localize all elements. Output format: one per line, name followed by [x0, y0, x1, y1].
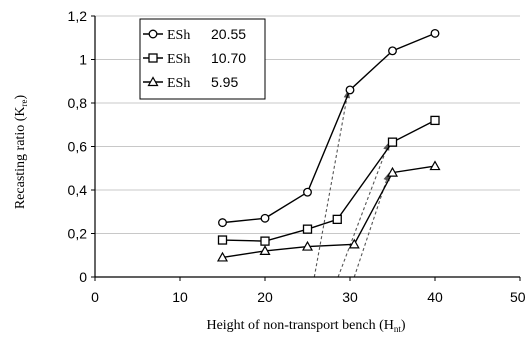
- marker-square: [430, 115, 440, 126]
- marker-triangle: [216, 251, 229, 262]
- series-triangle: [216, 160, 441, 262]
- legend-value: 10.70: [211, 50, 246, 66]
- marker-triangle: [348, 238, 360, 249]
- x-axis-title: Height of non-transport bench (Hnt): [206, 318, 405, 334]
- legend-box: [139, 18, 266, 100]
- legend-items: ESh 20.55 ESh 10.70 ESh 5.95: [143, 26, 246, 91]
- series-square: [217, 115, 440, 246]
- x-axis-title-main: Height of non-transport bench (H: [206, 318, 393, 333]
- axes: [91, 15, 521, 281]
- x-tick-label: 10: [172, 289, 188, 305]
- marker-triangle: [429, 160, 441, 171]
- marker-square: [260, 236, 270, 246]
- legend-entry-square: ESh 10.70: [143, 50, 246, 67]
- y-tick-label: 0,4: [68, 182, 88, 198]
- x-tick-label: 30: [342, 289, 358, 305]
- y-axis-title-main: Recasting ratio (K: [13, 107, 28, 210]
- x-axis-title-end: ): [401, 318, 406, 333]
- legend: ESh 20.55 ESh 10.70 ESh 5.95: [139, 18, 266, 100]
- marker-square: [217, 235, 228, 245]
- y-tick-label: 1: [79, 52, 87, 68]
- marker-square: [302, 224, 313, 234]
- marker-square: [332, 214, 342, 225]
- legend-entry-circle: ESh 20.55: [143, 26, 246, 43]
- y-tick-label: 1,2: [68, 8, 88, 24]
- y-axis-title-sub: re: [19, 100, 29, 107]
- marker-circle: [260, 213, 270, 223]
- dashed-guide-line: [353, 172, 390, 278]
- dashed-guides: [313, 89, 390, 278]
- x-tick-label: 0: [91, 289, 99, 305]
- marker-circle: [345, 85, 355, 95]
- marker-circle: [148, 29, 158, 39]
- marker-circle: [430, 28, 440, 38]
- series-line: [222, 32, 436, 224]
- tick-labels: 0 0,2 0,4 0,6 0,8 1 1,2 0 10 20 30 40 50: [68, 8, 526, 305]
- marker-square: [387, 137, 398, 147]
- dashed-guide-line: [337, 141, 390, 278]
- legend-entry-triangle: ESh 5.95: [143, 74, 238, 91]
- marker-circle: [303, 187, 312, 197]
- series-line: [222, 119, 436, 242]
- series-circle: [218, 28, 440, 228]
- marker-triangle: [147, 76, 159, 87]
- marker-triangle: [301, 240, 314, 251]
- marker-circle: [388, 46, 397, 56]
- series-group: [216, 28, 441, 262]
- legend-value: 20.55: [211, 26, 246, 42]
- x-tick-label: 20: [257, 289, 273, 305]
- y-tick-label: 0,6: [68, 139, 88, 155]
- marker-triangle: [386, 166, 399, 177]
- y-tick-label: 0: [79, 269, 87, 285]
- legend-label: ESh: [167, 28, 190, 43]
- dashed-guide-line: [313, 89, 349, 278]
- y-axis-title-end: ): [13, 95, 28, 100]
- x-axis-title-sub: nt: [394, 324, 402, 334]
- y-axis-title: Recasting ratio (Kre): [13, 95, 29, 210]
- y-tick-label: 0,2: [68, 226, 88, 242]
- marker-square: [148, 53, 158, 63]
- legend-value: 5.95: [211, 74, 238, 90]
- marker-triangle: [259, 245, 271, 255]
- legend-label: ESh: [167, 76, 190, 91]
- series-line: [222, 165, 436, 259]
- x-tick-label: 50: [510, 289, 526, 305]
- marker-circle: [218, 218, 227, 228]
- legend-label: ESh: [167, 52, 190, 67]
- x-tick-label: 40: [427, 289, 443, 305]
- y-tick-label: 0,8: [68, 95, 88, 111]
